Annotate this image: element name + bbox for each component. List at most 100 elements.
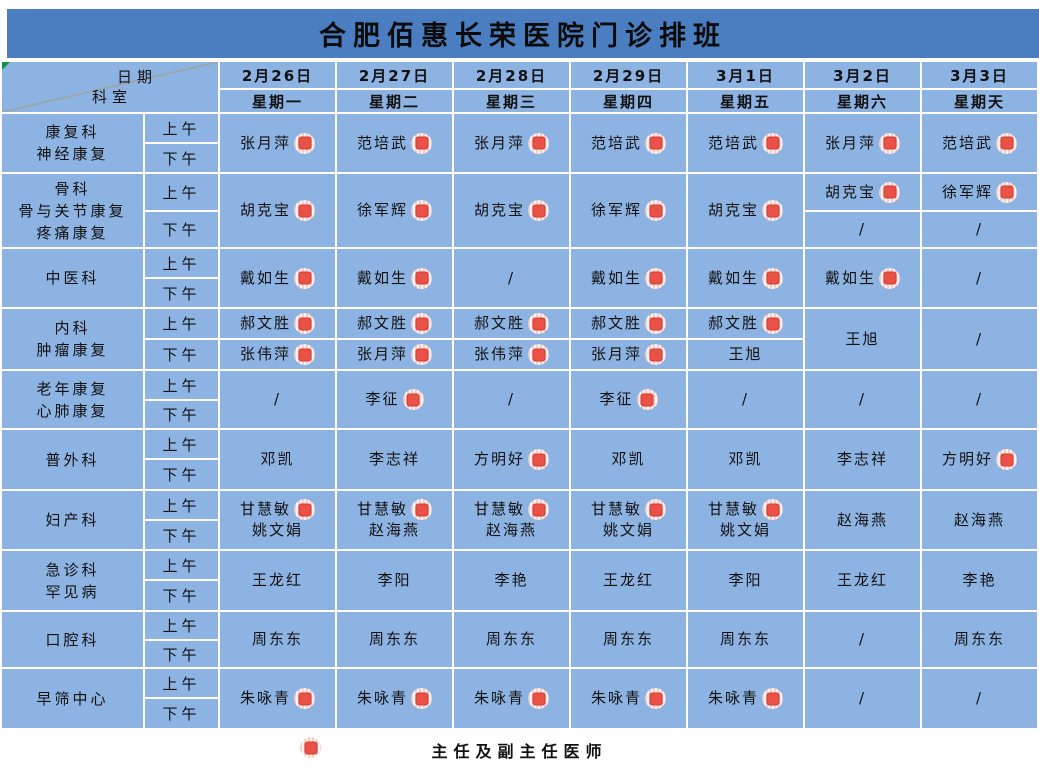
dept-row-pm: 下午 张伟萍 张月萍 张伟萍 张月萍 王旭 [1, 338, 1038, 371]
dept-row-am: 口腔科 上午 周东东 周东东 周东东 周东东 周东东 / 周东东 [0, 610, 1039, 669]
doctor-entry: 姚文娟 [689, 520, 802, 541]
doctor-name: 李艳 [494, 571, 529, 589]
doctor-entry: 赵海燕 [338, 520, 451, 541]
doctor-cell: 张伟萍 [218, 338, 337, 371]
doctor-name: 甘慧敏 [473, 500, 525, 518]
chief-physician-badge-icon [762, 200, 783, 221]
department-name-line: 骨与关节康复 [18, 201, 127, 220]
doctor-cell: 戴如生 [686, 247, 805, 309]
doctor-entry: 朱咏青 [455, 688, 568, 709]
doctor-entry: 范培武 [923, 132, 1036, 154]
doctor-name: 李志祥 [368, 450, 420, 468]
chief-physician-badge-icon [411, 313, 432, 334]
doctor-cell: 王龙红 [218, 549, 337, 612]
doctor-name: 赵海燕 [836, 510, 888, 529]
doctor-entry: 戴如生 [338, 267, 451, 289]
department-name-line: 肿瘤康复 [36, 341, 109, 359]
doctor-name: / [273, 390, 282, 408]
doctor-cell: 李艳 [920, 549, 1039, 612]
doctor-name: 方明好 [941, 450, 993, 468]
chief-physician-badge-icon [411, 267, 432, 289]
date-header-cell: 3月3日 [920, 60, 1039, 90]
doctor-cell: 甘慧敏 姚文娟 [569, 489, 688, 551]
doctor-entry: 胡克宝 [221, 200, 334, 221]
doctor-name: 徐军辉 [356, 201, 408, 219]
doctor-entry: 张月萍 [806, 132, 919, 154]
doctor-name: / [858, 390, 867, 408]
doctor-name: 戴如生 [824, 268, 876, 287]
doctor-entry: 李阳 [338, 570, 451, 591]
doctor-cell: / [452, 247, 571, 309]
doctor-name: 范培武 [941, 133, 993, 152]
chief-physician-badge-icon [645, 499, 666, 520]
dept-row-pm: 下午 [1, 277, 1038, 309]
doctor-cell: 徐军辉 [569, 172, 688, 249]
doctor-name: 李阳 [728, 571, 763, 589]
doctor-name: 王龙红 [836, 571, 888, 589]
doctor-name: 胡克宝 [707, 201, 759, 219]
doctor-entry: 张月萍 [572, 344, 685, 365]
doctor-entry: 赵海燕 [923, 510, 1036, 531]
doctor-cell: 李征 [335, 369, 454, 430]
chief-physician-badge-icon [294, 344, 315, 365]
doctor-entry: 徐军辉 [923, 181, 1036, 203]
doctor-name: / [858, 220, 867, 238]
doctor-cell: 王旭 [686, 338, 805, 371]
chief-physician-badge-icon [645, 267, 666, 289]
dept-row-pm: 下午 [1, 579, 1038, 612]
period-cell-am: 上午 [143, 667, 220, 699]
doctor-name: 李志祥 [836, 450, 888, 468]
doctor-name: 胡克宝 [473, 201, 525, 219]
period-cell-pm: 下午 [143, 579, 220, 612]
doctor-cell: 甘慧敏 赵海燕 [335, 489, 454, 551]
chief-physician-badge-icon [879, 132, 900, 154]
department-cell: 妇产科 [0, 489, 145, 551]
doctor-name: 邓凯 [728, 450, 763, 468]
chief-physician-badge-icon [636, 389, 658, 410]
weekday-header-cell: 星期二 [335, 88, 454, 114]
doctor-cell: 胡克宝 [452, 172, 571, 249]
period-cell-pm: 下午 [143, 639, 220, 669]
doctor-cell: 周东东 [335, 610, 454, 669]
doctor-entry: 胡克宝 [689, 200, 802, 221]
doctor-cell: 甘慧敏 姚文娟 [686, 489, 805, 551]
doctor-name: 朱咏青 [356, 689, 408, 707]
doctor-entry: 赵海燕 [455, 520, 568, 541]
period-cell-am: 上午 [143, 428, 220, 460]
doctor-entry: 王旭 [689, 344, 802, 365]
period-cell-pm: 下午 [143, 458, 220, 491]
period-cell-am: 上午 [143, 549, 220, 581]
date-header-cell: 2月28日 [452, 60, 571, 90]
doctor-entry: 张月萍 [455, 132, 568, 154]
chief-physician-badge-icon [645, 132, 666, 154]
chief-physician-badge-icon [300, 737, 321, 758]
period-cell-am: 上午 [143, 112, 220, 144]
doctor-name: 方明好 [473, 450, 525, 468]
doctor-cell: 张月萍 [569, 338, 688, 371]
doctor-entry: 方明好 [923, 449, 1036, 470]
chief-physician-badge-icon [294, 313, 315, 334]
department-name-line: 中医科 [45, 269, 100, 287]
doctor-name: / [507, 390, 516, 408]
doctor-name: 王龙红 [251, 571, 303, 589]
doctor-cell: 赵海燕 [803, 489, 922, 551]
department-cell: 早筛中心 [0, 667, 145, 730]
doctor-name: 李艳 [962, 571, 997, 589]
doctor-cell: 周东东 [452, 610, 571, 669]
chief-physician-badge-icon [762, 267, 783, 289]
chief-physician-badge-icon [411, 344, 432, 365]
doctor-cell: 戴如生 [335, 247, 454, 309]
department-name-line: 早筛中心 [36, 689, 109, 708]
doctor-cell: 周东东 [920, 610, 1039, 669]
doctor-cell: 徐军辉 [920, 172, 1039, 212]
doctor-entry: 周东东 [923, 629, 1036, 650]
doctor-name: 张月萍 [824, 133, 876, 152]
chief-physician-badge-icon [411, 688, 432, 709]
doctor-entry: 王旭 [806, 329, 919, 350]
chief-physician-badge-icon [645, 200, 666, 221]
period-cell-pm: 下午 [143, 338, 220, 371]
doctor-name: 张月萍 [239, 133, 291, 152]
doctor-name: / [858, 689, 867, 707]
doctor-name: 戴如生 [356, 268, 408, 287]
doctor-entry: 甘慧敏 [689, 499, 802, 520]
